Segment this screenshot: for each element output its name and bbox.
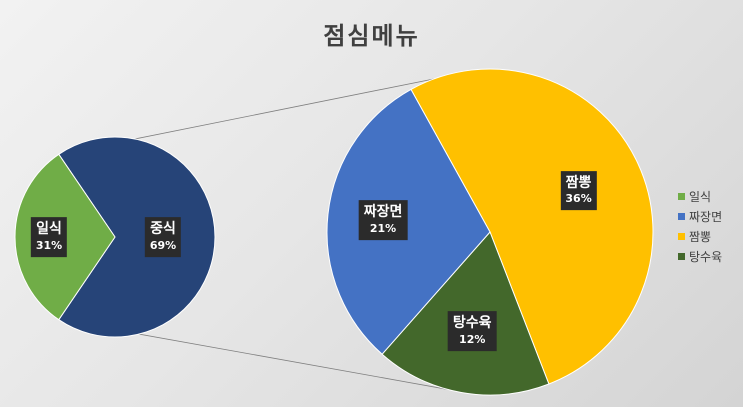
data-label-name: 중식: [150, 221, 176, 238]
legend-item-짜장면: 짜장면: [678, 206, 722, 226]
data-label-name: 일식: [36, 221, 62, 238]
legend-swatch: [678, 252, 685, 260]
secondary-pie: [326, 68, 654, 396]
legend-swatch: [678, 212, 685, 220]
pie-slice-짬뽕: [410, 68, 654, 385]
data-label-짜장면: 짜장면 21%: [358, 200, 408, 241]
legend-item-짬뽕: 짬뽕: [678, 226, 722, 246]
legend-label: 짬뽕: [689, 229, 712, 244]
legend-label: 짜장면: [689, 209, 723, 224]
data-label-name: 짜장면: [363, 204, 403, 221]
data-label-value: 69%: [149, 239, 177, 253]
data-label-일식: 일식 31%: [30, 217, 68, 257]
data-label-짬뽕: 짬뽕 36%: [560, 170, 597, 211]
data-label-value: 36%: [565, 192, 592, 206]
legend-label: 탕수육: [689, 249, 723, 264]
pie-slice-짜장면: [326, 88, 491, 355]
data-label-value: 12%: [459, 333, 486, 347]
data-label-value: 21%: [369, 222, 397, 236]
data-label-중식: 중식 69%: [144, 217, 182, 257]
legend-item-일식: 일식: [678, 186, 722, 206]
data-label-name: 짬뽕: [565, 174, 592, 191]
legend-item-탕수육: 탕수육: [678, 246, 722, 266]
chart-title: 점심메뉴: [323, 22, 420, 50]
legend-swatch: [678, 232, 685, 240]
data-label-value: 31%: [35, 239, 63, 253]
legend-swatch: [678, 192, 685, 200]
pie-slice-중식: [58, 136, 216, 338]
legend-label: 일식: [689, 189, 712, 204]
data-label-탕수육: 탕수육 12%: [447, 311, 497, 352]
data-label-name: 탕수육: [452, 315, 492, 332]
